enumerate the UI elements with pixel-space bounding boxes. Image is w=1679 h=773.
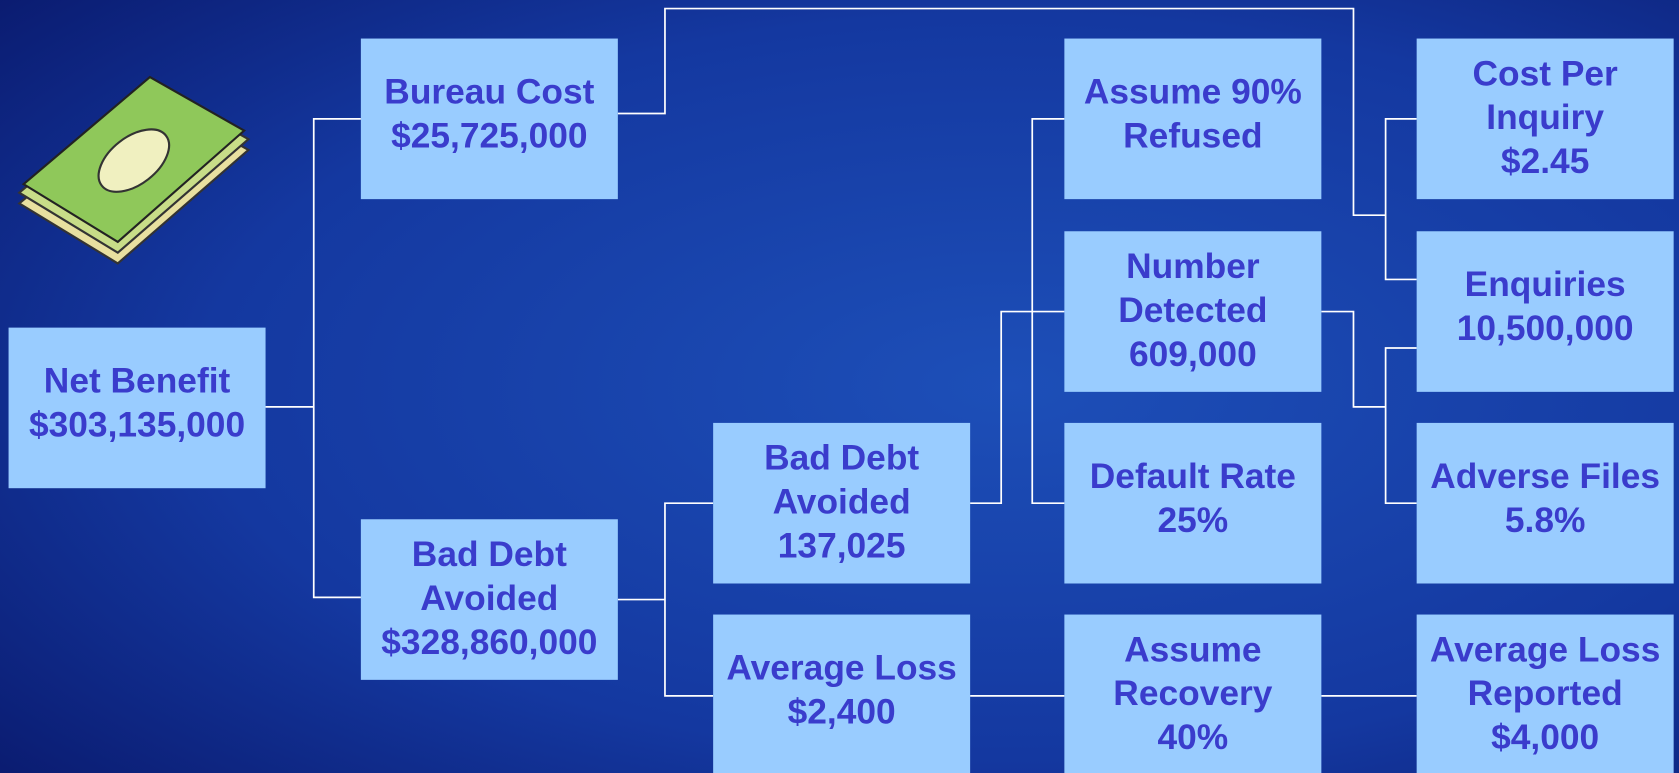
node-label: Bad Debt	[764, 439, 919, 478]
node: Cost Per Inquiry $2.45	[1417, 39, 1674, 200]
node-label: Avoided	[420, 579, 558, 618]
node-label: $2.45	[1501, 142, 1589, 181]
node: Bureau Cost $25,725,000	[361, 39, 618, 200]
node-label: 137,025	[778, 526, 906, 565]
node-label: Average Loss	[1430, 630, 1660, 669]
node: Assume 90% Refused	[1064, 39, 1321, 200]
node-label: 609,000	[1129, 335, 1257, 374]
node-label: Net Benefit	[44, 362, 231, 401]
page: Net Benefit $303,135,000 Bureau Cost $25,72…	[0, 0, 1679, 773]
diagram: Net Benefit $303,135,000 Bureau Cost $25,72…	[0, 0, 1679, 773]
node-label: Number	[1126, 247, 1260, 286]
node-label: Adverse Files	[1430, 457, 1660, 496]
node-label: 5.8%	[1505, 501, 1586, 540]
node-label: Reported	[1468, 674, 1623, 713]
node-label: Refused	[1123, 116, 1262, 155]
node-label: Default Rate	[1090, 457, 1296, 496]
node-label: Assume 90%	[1084, 73, 1302, 112]
node-label: $2,400	[788, 692, 896, 731]
node-label: Detected	[1118, 291, 1267, 330]
node-label: 40%	[1157, 718, 1228, 757]
node: Average Loss Reported $4,000	[1417, 615, 1674, 773]
node-label: 25%	[1157, 501, 1228, 540]
node-label: Bureau Cost	[384, 73, 594, 112]
node: Bad Debt Avoided $328,860,000	[361, 519, 618, 680]
node: Net Benefit $303,135,000	[9, 328, 266, 489]
node-label: $303,135,000	[29, 406, 245, 445]
node-label: 10,500,000	[1457, 309, 1634, 348]
node-label: Bad Debt	[412, 535, 567, 574]
node: Bad Debt Avoided 137,025	[713, 423, 970, 584]
node-label: Assume	[1124, 630, 1261, 669]
node-label: Enquiries	[1465, 265, 1626, 304]
node: Number Detected 609,000	[1064, 231, 1321, 392]
node-label: Average Loss	[726, 649, 956, 688]
node-label: $4,000	[1491, 718, 1599, 757]
node: Default Rate 25%	[1064, 423, 1321, 584]
node-label: Avoided	[773, 483, 911, 522]
node-label: $25,725,000	[391, 116, 587, 155]
node-label: Recovery	[1113, 674, 1272, 713]
node: Adverse Files 5.8%	[1417, 423, 1674, 584]
node-label: Cost Per	[1473, 54, 1619, 93]
node: Assume Recovery 40%	[1064, 615, 1321, 773]
node: Average Loss $2,400	[713, 615, 970, 773]
node: Enquiries 10,500,000	[1417, 231, 1674, 392]
node-label: $328,860,000	[381, 623, 597, 662]
node-label: Inquiry	[1486, 98, 1604, 137]
